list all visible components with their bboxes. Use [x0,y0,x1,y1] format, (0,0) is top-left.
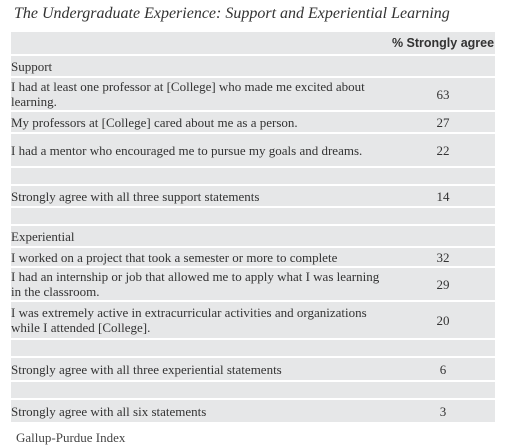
table-row: I had at least one professor at [College… [11,77,495,112]
row-value: 27 [391,111,495,134]
chart-title: The Undergraduate Experience: Support an… [14,5,450,22]
row-label: I had an internship or job that allowed … [11,267,391,302]
summary-row: Strongly agree with all three support st… [11,185,495,208]
table-row: I worked on a project that took a semest… [11,247,495,268]
row-label: I was extremely active in extracurricula… [11,301,391,340]
summary-label: Strongly agree with all three support st… [11,185,391,208]
overall-row: Strongly agree with all six statements 3 [11,399,495,424]
summary-value: 14 [391,185,495,208]
section-heading-support: Support [11,55,391,78]
header-row: % Strongly agree [11,32,495,56]
spacer-row [11,167,495,186]
table-row: My professors at [College] cared about m… [11,111,495,134]
summary-row: Strongly agree with all three experienti… [11,357,495,382]
spacer-row [11,339,495,358]
row-value: 22 [391,133,495,168]
overall-value: 3 [391,399,495,424]
row-value: 20 [391,301,495,340]
row-label: I had a mentor who encouraged me to purs… [11,133,391,168]
summary-label: Strongly agree with all three experienti… [11,357,391,382]
section-heading-row: Experiential [11,225,495,248]
overall-label: Strongly agree with all six statements [11,399,391,424]
row-label: I worked on a project that took a semest… [11,247,391,268]
summary-value: 6 [391,357,495,382]
results-table: % Strongly agree Support I had at least … [11,32,495,424]
column-header: % Strongly agree [391,32,495,56]
table-row: I had a mentor who encouraged me to purs… [11,133,495,168]
section-heading-experiential: Experiential [11,225,391,248]
spacer-row [11,381,495,400]
table-row: I had an internship or job that allowed … [11,267,495,302]
row-label: I had at least one professor at [College… [11,77,391,112]
spacer-row [11,207,495,226]
row-value: 63 [391,77,495,112]
row-label: My professors at [College] cared about m… [11,111,391,134]
table-row: I was extremely active in extracurricula… [11,301,495,340]
row-value: 32 [391,247,495,268]
row-value: 29 [391,267,495,302]
source-note: Gallup-Purdue Index [16,430,126,445]
section-heading-row: Support [11,55,495,78]
